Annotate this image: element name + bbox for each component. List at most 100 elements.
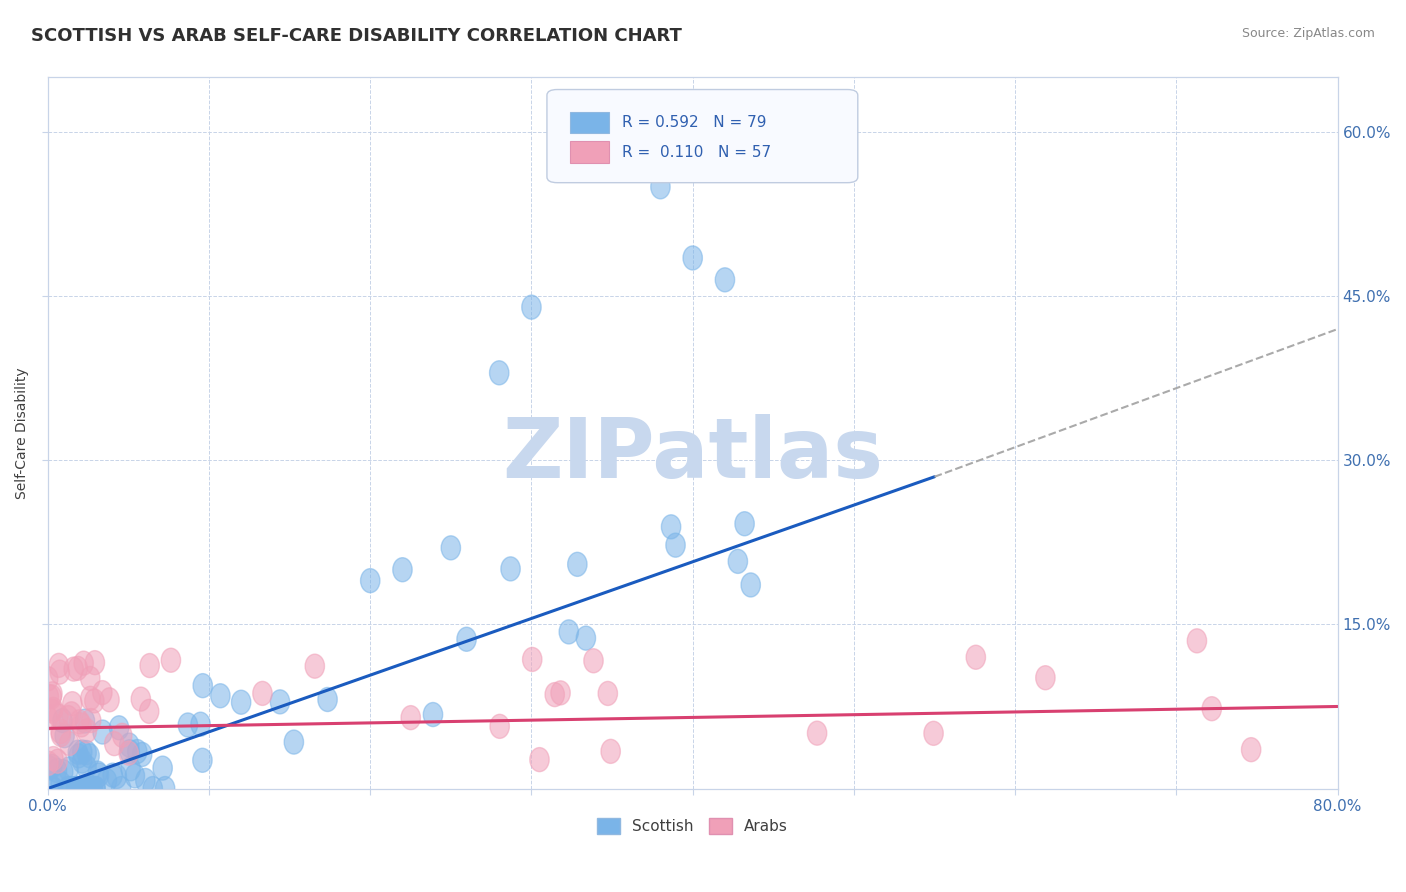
Ellipse shape bbox=[90, 763, 108, 787]
Ellipse shape bbox=[253, 681, 273, 706]
Ellipse shape bbox=[305, 654, 325, 678]
Ellipse shape bbox=[1241, 738, 1261, 762]
Ellipse shape bbox=[80, 744, 100, 768]
Ellipse shape bbox=[143, 777, 163, 800]
Ellipse shape bbox=[80, 666, 100, 690]
Ellipse shape bbox=[67, 657, 87, 681]
Ellipse shape bbox=[523, 648, 541, 672]
Ellipse shape bbox=[58, 777, 77, 800]
Text: Source: ZipAtlas.com: Source: ZipAtlas.com bbox=[1241, 27, 1375, 40]
FancyBboxPatch shape bbox=[547, 89, 858, 183]
Y-axis label: Self-Care Disability: Self-Care Disability bbox=[15, 368, 30, 499]
Ellipse shape bbox=[93, 720, 112, 744]
Ellipse shape bbox=[80, 686, 100, 710]
Ellipse shape bbox=[735, 512, 754, 536]
Ellipse shape bbox=[104, 731, 124, 756]
Ellipse shape bbox=[661, 515, 681, 539]
Ellipse shape bbox=[72, 713, 91, 737]
Ellipse shape bbox=[651, 175, 671, 199]
Ellipse shape bbox=[491, 714, 509, 739]
Ellipse shape bbox=[86, 777, 105, 800]
Ellipse shape bbox=[67, 740, 87, 764]
Ellipse shape bbox=[966, 645, 986, 669]
Ellipse shape bbox=[193, 748, 212, 772]
Ellipse shape bbox=[59, 706, 77, 730]
Ellipse shape bbox=[42, 699, 62, 723]
Text: SCOTTISH VS ARAB SELF-CARE DISABILITY CORRELATION CHART: SCOTTISH VS ARAB SELF-CARE DISABILITY CO… bbox=[31, 27, 682, 45]
Ellipse shape bbox=[600, 739, 620, 764]
Ellipse shape bbox=[44, 777, 62, 800]
Ellipse shape bbox=[86, 650, 104, 674]
Ellipse shape bbox=[44, 747, 63, 771]
Ellipse shape bbox=[76, 709, 94, 733]
Ellipse shape bbox=[110, 715, 129, 739]
Ellipse shape bbox=[741, 573, 761, 597]
Ellipse shape bbox=[232, 690, 250, 714]
Ellipse shape bbox=[48, 749, 67, 773]
Ellipse shape bbox=[51, 723, 70, 747]
Ellipse shape bbox=[39, 756, 59, 780]
Ellipse shape bbox=[128, 739, 148, 764]
Ellipse shape bbox=[97, 769, 117, 793]
Ellipse shape bbox=[120, 741, 138, 765]
Ellipse shape bbox=[156, 777, 174, 800]
Ellipse shape bbox=[44, 777, 62, 800]
Ellipse shape bbox=[69, 744, 89, 768]
Ellipse shape bbox=[423, 703, 443, 727]
Ellipse shape bbox=[141, 654, 159, 678]
Ellipse shape bbox=[39, 684, 59, 708]
Ellipse shape bbox=[666, 533, 685, 558]
Ellipse shape bbox=[360, 568, 380, 592]
Ellipse shape bbox=[522, 295, 541, 319]
Ellipse shape bbox=[53, 708, 72, 732]
Ellipse shape bbox=[49, 704, 67, 728]
Ellipse shape bbox=[284, 730, 304, 754]
Ellipse shape bbox=[162, 648, 180, 673]
Ellipse shape bbox=[77, 755, 96, 779]
Ellipse shape bbox=[401, 706, 420, 730]
Ellipse shape bbox=[67, 777, 87, 800]
Ellipse shape bbox=[193, 673, 212, 698]
Ellipse shape bbox=[73, 777, 93, 800]
FancyBboxPatch shape bbox=[571, 142, 609, 162]
Ellipse shape bbox=[111, 777, 131, 800]
Ellipse shape bbox=[51, 660, 69, 684]
Ellipse shape bbox=[84, 689, 104, 713]
Ellipse shape bbox=[38, 706, 58, 731]
Ellipse shape bbox=[59, 757, 79, 781]
Ellipse shape bbox=[44, 698, 63, 722]
Ellipse shape bbox=[441, 536, 461, 560]
Legend: Scottish, Arabs: Scottish, Arabs bbox=[598, 818, 789, 834]
Ellipse shape bbox=[179, 713, 198, 737]
Ellipse shape bbox=[83, 777, 103, 800]
Ellipse shape bbox=[60, 777, 79, 800]
Ellipse shape bbox=[77, 740, 97, 764]
Ellipse shape bbox=[136, 768, 155, 792]
Ellipse shape bbox=[51, 720, 70, 744]
Ellipse shape bbox=[270, 690, 290, 714]
Ellipse shape bbox=[77, 719, 97, 743]
Ellipse shape bbox=[457, 627, 477, 651]
Ellipse shape bbox=[89, 761, 107, 785]
Ellipse shape bbox=[75, 777, 93, 800]
Ellipse shape bbox=[82, 777, 101, 800]
Ellipse shape bbox=[42, 685, 62, 709]
Ellipse shape bbox=[132, 742, 152, 766]
Ellipse shape bbox=[530, 747, 550, 772]
Ellipse shape bbox=[73, 740, 91, 764]
Ellipse shape bbox=[83, 777, 103, 800]
Ellipse shape bbox=[42, 755, 62, 779]
Ellipse shape bbox=[131, 687, 150, 711]
Text: R = 0.592   N = 79: R = 0.592 N = 79 bbox=[621, 115, 766, 129]
Ellipse shape bbox=[63, 691, 82, 715]
Ellipse shape bbox=[716, 268, 734, 292]
Ellipse shape bbox=[86, 777, 105, 800]
Ellipse shape bbox=[489, 360, 509, 384]
Ellipse shape bbox=[598, 681, 617, 706]
Ellipse shape bbox=[211, 684, 231, 708]
Ellipse shape bbox=[62, 777, 82, 800]
Ellipse shape bbox=[1187, 629, 1206, 653]
Ellipse shape bbox=[583, 648, 603, 673]
Ellipse shape bbox=[49, 653, 69, 677]
Ellipse shape bbox=[63, 657, 83, 681]
